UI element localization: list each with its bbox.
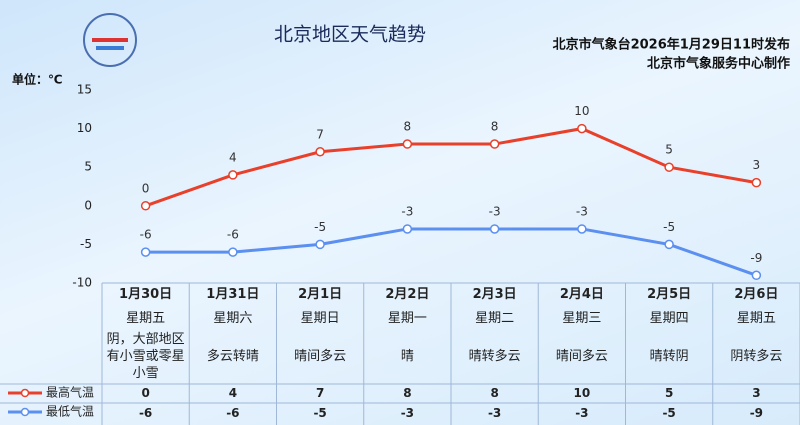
weather: 阴，大部地区有小雪或零星小雪 [106,331,185,381]
weekday: 星期一 [387,311,427,326]
point [489,224,500,234]
point [664,162,674,172]
weather: 晴 [400,348,414,364]
date: 2月6日 [734,287,779,302]
legend-marker [20,388,30,398]
data-label: 4 [229,150,237,164]
point [140,201,151,211]
data-label: 3 [753,158,761,172]
legend-label: 最低气温 [46,404,94,419]
point [228,247,238,257]
table-value: 3 [752,386,761,400]
date: 2月3日 [472,287,517,302]
y-tick-label: 5 [84,160,92,174]
point [402,224,413,234]
date: 1月31日 [206,287,260,302]
y-axis-label: 单位：℃ [12,72,63,87]
y-tick-label: -10 [72,276,92,290]
weekday: 星期三 [562,311,602,326]
data-label: -3 [401,204,413,218]
point [489,139,500,149]
weather: 晴间多云 [555,348,608,364]
data-label: -6 [227,228,239,242]
data-label: -3 [489,204,501,218]
point [751,177,762,188]
y-tick-label: -5 [80,237,92,251]
data-label: -5 [663,220,675,234]
data-label: -3 [576,204,588,218]
table-value: -3 [487,406,502,420]
weekday: 星期二 [475,311,515,326]
point [228,170,238,180]
weekday: 星期四 [649,311,689,326]
series-line [145,227,757,277]
annotation: 北京市气象台2026年1月29日11时发布 [553,37,790,53]
y-tick-label: 10 [77,121,92,135]
table-value: 8 [490,386,499,400]
date: 2月4日 [559,287,604,302]
date: 1月30日 [119,287,173,302]
date: 2月5日 [647,287,692,302]
point [751,270,762,281]
table-value: -3 [400,406,415,420]
y-tick-label: 0 [84,198,92,212]
table-value: 0 [141,386,150,400]
data-label: 0 [142,181,150,195]
table-value: -5 [313,406,327,420]
point [315,147,325,157]
data-label: -6 [140,228,152,242]
data-label: 5 [665,143,673,157]
legend-label: 最高气温 [46,385,94,400]
point [577,224,587,234]
table-value: 10 [573,386,591,400]
weekday: 星期五 [736,311,776,326]
point [402,139,413,149]
weather: 晴间多云 [294,348,347,364]
point [315,239,325,250]
table-value: 5 [664,386,674,400]
logo [83,13,137,67]
data-label: 7 [316,127,324,141]
point [577,123,587,134]
data-label: 8 [404,120,412,134]
data-label: -9 [750,251,762,265]
table-value: -9 [749,406,764,420]
table-value: 4 [228,386,238,400]
weekday: 星期六 [213,311,253,326]
date: 2月2日 [385,287,430,302]
table-value: -3 [575,406,589,420]
annotation: 北京市气象服务中心制作 [647,56,790,72]
weekday: 星期日 [300,311,340,326]
table-value: -6 [138,406,153,420]
data-label: 8 [491,120,499,134]
point [664,239,674,250]
series-line [145,127,757,208]
weather: 晴转阴 [649,348,689,364]
data-label: -5 [314,220,326,234]
date: 2月1日 [298,287,343,302]
table-value: 7 [315,386,325,400]
chart-title: 北京地区天气趋势 [274,24,426,46]
weekday: 星期五 [126,311,166,326]
data-label: 10 [574,104,589,118]
weather: 多云转晴 [206,348,259,364]
legend-marker [20,407,30,417]
weather: 晴转多云 [468,348,521,364]
weather: 阴转多云 [730,348,783,364]
table-value: 8 [403,386,412,400]
table-value: -5 [662,406,676,420]
table-value: -6 [226,406,240,420]
y-tick-label: 15 [77,83,92,97]
point [140,247,151,257]
